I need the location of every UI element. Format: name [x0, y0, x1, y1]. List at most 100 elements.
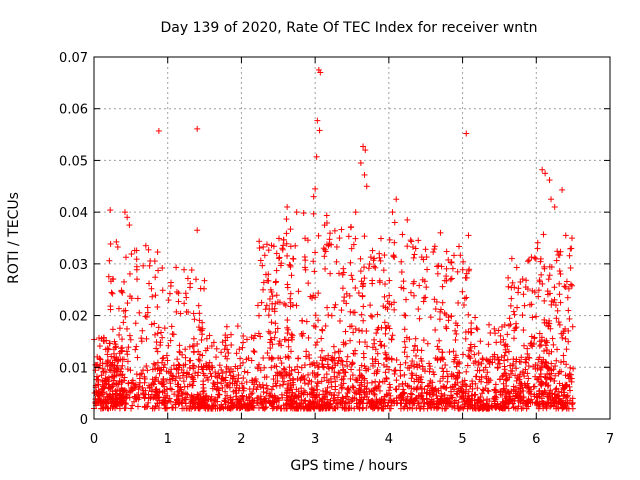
data-point: [337, 318, 344, 325]
data-point: [300, 210, 307, 217]
data-point: [124, 351, 131, 358]
data-point: [480, 367, 487, 374]
data-point: [195, 324, 202, 331]
data-point: [168, 279, 175, 286]
data-point: [511, 284, 518, 291]
data-point: [546, 263, 553, 270]
data-point: [285, 354, 292, 361]
data-point: [165, 342, 172, 349]
data-point: [386, 381, 393, 388]
data-point: [269, 293, 276, 300]
data-point: [452, 327, 459, 334]
data-point: [401, 326, 408, 333]
data-point: [463, 274, 470, 281]
data-point: [115, 305, 122, 312]
data-point: [261, 252, 268, 259]
data-point: [526, 355, 533, 362]
x-tick-label: 1: [164, 432, 172, 447]
data-point: [134, 403, 141, 410]
data-point: [276, 397, 283, 404]
data-point: [315, 317, 322, 324]
data-point: [412, 335, 419, 342]
data-point: [467, 341, 474, 348]
data-point: [222, 395, 229, 402]
data-point: [180, 378, 187, 385]
data-point: [349, 276, 356, 283]
y-tick-label: 0.07: [59, 51, 88, 66]
data-point: [528, 254, 535, 261]
data-point: [437, 306, 444, 313]
data-point: [440, 383, 447, 390]
data-point: [512, 325, 519, 332]
data-point: [357, 255, 364, 262]
data-point: [106, 384, 113, 391]
data-point: [284, 203, 291, 210]
data-point: [415, 306, 422, 313]
data-point: [295, 369, 302, 376]
data-point: [463, 130, 470, 137]
data-point: [251, 349, 258, 356]
data-point: [224, 334, 231, 341]
data-point: [342, 328, 349, 335]
data-point: [436, 316, 443, 323]
data-point: [529, 314, 536, 321]
data-point: [324, 384, 331, 391]
data-point: [459, 288, 466, 295]
data-point: [204, 345, 211, 352]
data-point: [432, 385, 439, 392]
data-point: [141, 379, 148, 386]
data-point: [391, 306, 398, 313]
data-point: [369, 313, 376, 320]
data-point: [509, 367, 516, 374]
data-point: [364, 343, 371, 350]
data-point: [551, 296, 558, 303]
data-point: [451, 252, 458, 259]
data-point: [535, 293, 542, 300]
data-point: [408, 375, 415, 382]
data-point: [127, 367, 134, 374]
data-point: [515, 289, 522, 296]
data-point: [266, 295, 273, 302]
data-point: [555, 251, 562, 258]
data-point: [432, 306, 439, 313]
data-point: [461, 295, 468, 302]
data-point: [150, 360, 157, 367]
data-point: [374, 368, 381, 375]
data-point: [413, 385, 420, 392]
data-point: [486, 360, 493, 367]
data-point: [268, 319, 275, 326]
data-point: [384, 306, 391, 313]
data-point: [290, 255, 297, 262]
data-point: [369, 277, 376, 284]
data-point: [286, 261, 293, 268]
data-point: [175, 298, 182, 305]
data-point: [235, 375, 242, 382]
data-point: [441, 310, 448, 317]
data-point: [323, 389, 330, 396]
data-point: [199, 352, 206, 359]
data-point: [118, 288, 125, 295]
data-point: [369, 247, 376, 254]
data-point: [331, 227, 338, 234]
data-point: [360, 303, 367, 310]
data-point: [348, 366, 355, 373]
data-point: [135, 386, 142, 393]
data-point: [524, 345, 531, 352]
data-point: [380, 267, 387, 274]
data-point: [545, 365, 552, 372]
data-point: [110, 365, 117, 372]
data-point: [190, 342, 197, 349]
data-point: [327, 389, 334, 396]
data-point: [124, 366, 131, 373]
data-point: [561, 283, 568, 290]
data-point: [363, 183, 370, 190]
data-point: [548, 360, 555, 367]
data-point: [374, 350, 381, 357]
data-point: [563, 278, 570, 285]
data-point: [152, 331, 159, 338]
data-point: [266, 393, 273, 400]
data-point: [212, 369, 219, 376]
data-point: [359, 283, 366, 290]
data-point: [432, 326, 439, 333]
data-point: [570, 365, 577, 372]
